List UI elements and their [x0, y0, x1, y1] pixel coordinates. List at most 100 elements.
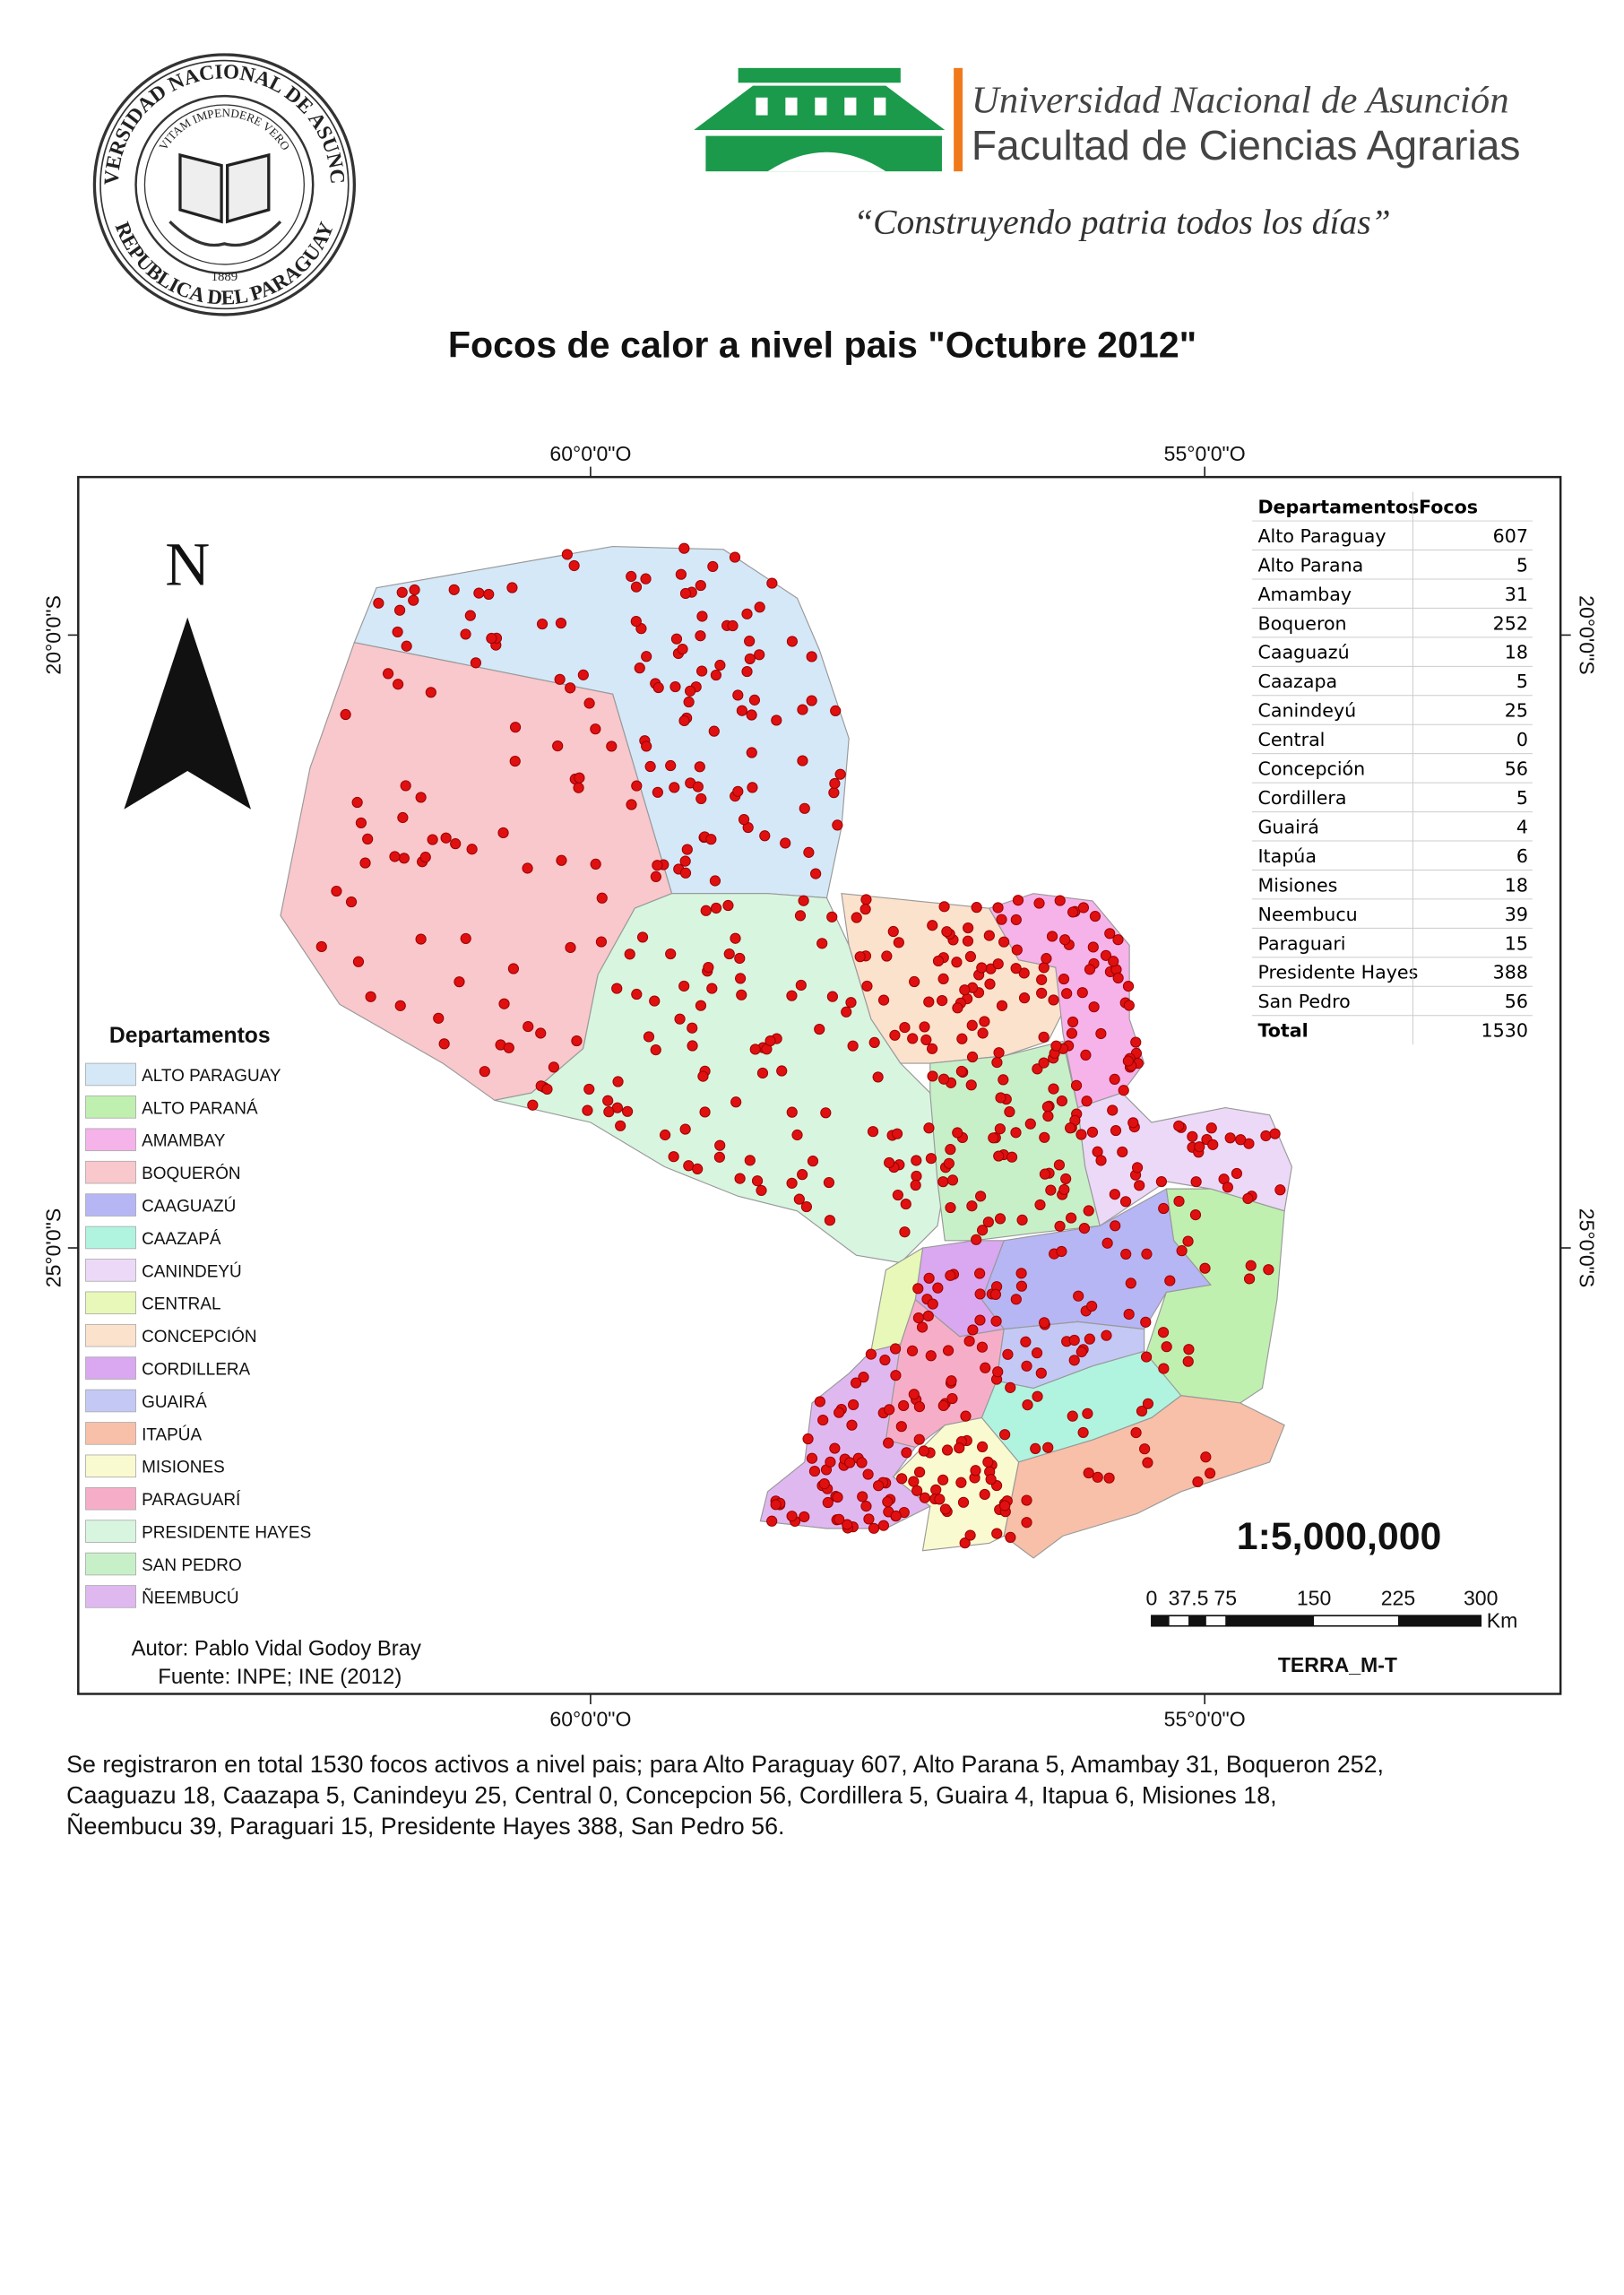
legend-label: PRESIDENTE HAYES [142, 1524, 311, 1543]
fire-point [668, 1151, 679, 1163]
fire-point [1122, 1055, 1134, 1067]
table-cell: Paraguari [1257, 932, 1345, 954]
fire-point [1005, 1531, 1016, 1543]
fire-point [952, 1127, 963, 1139]
fire-point [1194, 1141, 1205, 1153]
fire-point [832, 1491, 843, 1503]
legend-swatch [85, 1193, 136, 1217]
fire-point [695, 579, 706, 592]
fire-point [912, 1312, 925, 1324]
fire-point [1087, 941, 1099, 953]
fire-point [925, 1350, 937, 1362]
fire-point [1263, 1264, 1274, 1276]
fire-point [400, 780, 411, 792]
fire-point [736, 705, 748, 716]
fire-point [1189, 1209, 1202, 1221]
fire-point [554, 673, 566, 685]
fire-point [1024, 1118, 1036, 1130]
fire-point [460, 932, 471, 945]
fire-point [665, 759, 677, 772]
legend-label: CAAZAPÁ [142, 1230, 221, 1249]
fire-point [1048, 994, 1059, 1006]
fire-point [748, 694, 761, 706]
fire-point [1117, 1146, 1128, 1158]
fire-point [507, 963, 520, 974]
fire-point [571, 1035, 583, 1047]
fire-point [882, 1496, 894, 1508]
fire-point [934, 1494, 946, 1505]
fire-point [722, 899, 734, 912]
fire-point [1010, 1127, 1022, 1139]
fire-point [1060, 1173, 1072, 1185]
fire-point [351, 796, 363, 809]
fire-point [828, 787, 840, 799]
fire-point [425, 687, 436, 698]
fire-point [382, 668, 394, 680]
fire-point [910, 1179, 921, 1191]
table-cell: 25 [1505, 700, 1528, 722]
fire-point [738, 814, 750, 826]
table-cell: Misiones [1257, 874, 1337, 896]
fire-point [1015, 1280, 1028, 1292]
fire-point [440, 832, 452, 844]
fire-point [652, 681, 664, 694]
fire-point [473, 587, 485, 599]
fire-point [754, 602, 765, 613]
fire-point [574, 772, 585, 784]
fire-point [695, 1000, 707, 1011]
fire-point [1200, 1451, 1212, 1463]
fire-point [861, 980, 873, 992]
fire-point [887, 925, 899, 938]
fire-point [433, 1012, 445, 1024]
fire-point [641, 740, 652, 752]
fire-point [679, 867, 692, 879]
longitude-label: 60°0'0"O [549, 442, 631, 465]
summary-line: Se registraron en total 1530 focos activ… [66, 1751, 1384, 1778]
fire-point [1107, 1104, 1119, 1116]
fire-point [984, 978, 996, 990]
fire-point [541, 1083, 553, 1096]
fire-point [1077, 1426, 1089, 1439]
fire-point [1075, 1129, 1087, 1140]
table-cell: 18 [1505, 874, 1528, 896]
fire-point [1119, 1196, 1132, 1208]
table-total: 1530 [1481, 1020, 1528, 1042]
fire-point [727, 619, 739, 632]
legend-label: CAAGUAZÚ [142, 1196, 236, 1216]
fire-point [1022, 1399, 1033, 1411]
legend-label: BOQUERÓN [142, 1164, 240, 1183]
fire-point [807, 1156, 819, 1167]
fire-point [825, 1456, 836, 1468]
fire-point [898, 1399, 910, 1412]
fire-point [650, 1044, 661, 1056]
fire-point [959, 984, 971, 996]
fire-point [771, 714, 782, 726]
fire-point [1012, 895, 1024, 906]
fire-point [998, 1074, 1009, 1086]
fire-point [913, 1433, 925, 1445]
fire-point [868, 1522, 880, 1534]
fire-point [1112, 934, 1124, 946]
fire-point [816, 938, 828, 949]
fire-point [631, 988, 643, 1000]
author: Autor: Pablo Vidal Godoy Bray [132, 1637, 421, 1661]
fire-point [942, 1345, 955, 1356]
fire-point [1020, 1336, 1032, 1347]
fire-point [956, 1033, 968, 1044]
fire-point [1080, 1049, 1092, 1061]
fire-point [996, 914, 1007, 925]
fire-point [1056, 1245, 1067, 1258]
legend-label: ALTO PARANÁ [142, 1099, 258, 1118]
fire-point [941, 1444, 954, 1456]
fire-point [744, 1155, 756, 1166]
scale-bar-segment [1188, 1615, 1206, 1626]
fire-point [644, 760, 656, 773]
north-arrow [124, 617, 252, 810]
fire-point [834, 768, 846, 780]
fire-point [892, 1189, 903, 1201]
fire-point [889, 1343, 902, 1355]
fire-point [992, 1366, 1004, 1378]
fire-point [889, 1029, 901, 1041]
fire-point [976, 962, 988, 974]
